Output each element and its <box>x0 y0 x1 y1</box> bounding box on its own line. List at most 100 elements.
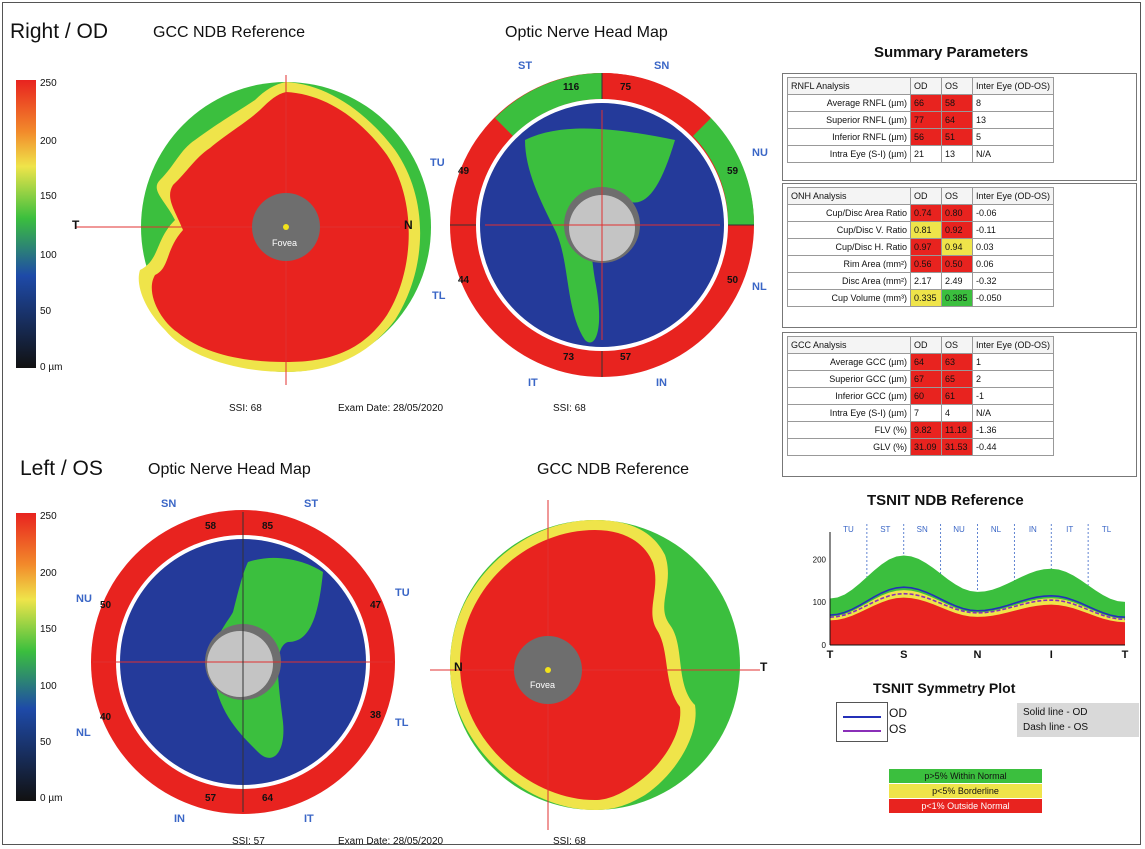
bottom-center-panel-title: GCC NDB Reference <box>537 461 690 478</box>
onh-sector-value: 64 <box>262 793 274 804</box>
colorbar-tick: 150 <box>40 624 57 635</box>
table-row: Inferior RNFL (µm) 56 51 5 <box>787 128 1055 146</box>
top-center-panel-title: Optic Nerve Head Map <box>505 24 668 41</box>
colorbar-tick: 50 <box>40 306 52 317</box>
onh-quadrant-label: TL <box>395 717 409 729</box>
onh-sector-value: 50 <box>727 275 739 286</box>
table-row: Inferior GCC (µm) 60 61 -1 <box>787 387 1055 405</box>
table-row: Rim Area (mm²) 0.56 0.50 0.06 <box>787 255 1055 273</box>
table-row: Superior RNFL (µm) 77 64 13 <box>787 111 1055 129</box>
table-row: Superior GCC (µm) 67 65 2 <box>787 370 1055 388</box>
line-style-note: Solid line - OD Dash line - OS <box>1017 703 1139 737</box>
tsnit-title: TSNIT NDB Reference <box>867 492 1024 509</box>
thickness-colorbar-top <box>16 80 36 368</box>
rnfl-box <box>782 73 1137 181</box>
tsnit-y-tick: 0 <box>822 641 827 650</box>
onh-quadrant-label: SN <box>654 60 670 72</box>
colorbar-tick: 0 µm <box>40 362 63 373</box>
colorbar-tick: 100 <box>40 681 57 692</box>
nasal-label: N <box>404 218 413 232</box>
onh-map-od <box>450 72 755 377</box>
onh-quadrant-label: IT <box>528 377 538 389</box>
onh-box <box>782 183 1137 328</box>
onh-quadrant-label: IT <box>304 813 314 825</box>
colorbar-tick: 200 <box>40 568 57 579</box>
thickness-colorbar-bottom <box>16 513 36 801</box>
tsnit-sector-label: TL <box>1102 525 1112 534</box>
onh-quadrant-label: IN <box>174 813 185 825</box>
onh-sector-value: 75 <box>620 82 632 93</box>
solid-line-note: Solid line - OD <box>1023 707 1088 718</box>
fovea-marker <box>283 224 289 230</box>
temporal-label: T <box>760 660 768 674</box>
gcc-box <box>782 332 1137 477</box>
ssi-od-onh: SSI: 68 <box>553 403 586 414</box>
fovea-label: Fovea <box>530 680 556 690</box>
colorbar-tick: 50 <box>40 737 52 748</box>
onh-sector-value: 47 <box>370 600 382 611</box>
onh-sector-value: 57 <box>620 352 632 363</box>
tsnit-os-line <box>829 592 1126 621</box>
tsnit-y-tick: 200 <box>813 555 827 564</box>
line-legend-box <box>836 702 888 742</box>
onh-quadrant-label: TU <box>430 157 445 169</box>
temporal-label: T <box>72 218 80 232</box>
onh-quadrant-label: NL <box>752 281 767 293</box>
table-row: Cup Volume (mm³) 0.335 0.385 -0.050 <box>787 289 1055 307</box>
fovea-label: Fovea <box>272 238 298 248</box>
colorbar-tick: 250 <box>40 78 57 89</box>
table-row: FLV (%) 9.82 11.18 -1.36 <box>787 421 1055 439</box>
tsnit-sector-label: ST <box>880 525 890 534</box>
onh-sector-value: 116 <box>563 82 580 93</box>
colorbar-tick: 0 µm <box>40 793 63 804</box>
onh-sector-value: 38 <box>370 710 382 721</box>
tsnit-x-tick: N <box>974 649 982 661</box>
table-row: Intra Eye (S-I) (µm) 7 4 N/A <box>787 404 1055 422</box>
onh-quadrant-label: ST <box>518 60 533 72</box>
exam-date-bottom: Exam Date: 28/05/2020 <box>338 836 444 847</box>
ssi-os-gcc: SSI: 68 <box>553 836 586 847</box>
onh-sector-value: 57 <box>205 793 217 804</box>
legend-od-label: OD <box>889 706 907 720</box>
exam-date-top: Exam Date: 28/05/2020 <box>338 403 444 414</box>
onh-quadrant-label: NU <box>752 147 768 159</box>
onh-sector-value: 58 <box>205 521 217 532</box>
tsnit-x-tick: T <box>827 649 834 661</box>
tsnit-x-tick: T <box>1122 649 1129 661</box>
ssi-od-gcc: SSI: 68 <box>229 403 262 414</box>
table-row: Disc Area (mm²) 2.17 2.49 -0.32 <box>787 272 1055 290</box>
ssi-os-onh: SSI: 57 <box>232 836 265 847</box>
table-header-row: ONH Analysis OD OS Inter Eye (OD-OS) <box>787 187 1055 205</box>
onh-sector-value: 59 <box>727 166 739 177</box>
nasal-label: N <box>454 660 463 674</box>
onh-sector-value: 73 <box>563 352 575 363</box>
tsnit-x-tick: S <box>900 649 907 661</box>
left-eye-title: Left / OS <box>20 457 103 480</box>
table-row: Intra Eye (S-I) (µm) 21 13 N/A <box>787 145 1055 163</box>
tsnit-od-line <box>829 586 1126 618</box>
onh-map-os <box>91 510 395 814</box>
right-eye-title: Right / OD <box>10 20 109 43</box>
tsnit-sector-label: NU <box>953 525 965 534</box>
legend-os-label: OS <box>889 722 907 736</box>
status-borderline: p<5% Borderline <box>889 784 1042 798</box>
tsnit-sector-label: NL <box>991 525 1002 534</box>
onh-sector-value: 50 <box>100 600 112 611</box>
onh-quadrant-label: TL <box>432 290 446 302</box>
top-left-panel-title: GCC NDB Reference <box>153 24 306 41</box>
status-outside-normal: p<1% Outside Normal <box>889 799 1042 813</box>
tsnit-y-tick: 100 <box>813 598 827 607</box>
table-row: Cup/Disc V. Ratio 0.81 0.92 -0.11 <box>787 221 1055 239</box>
tsnit-sector-label: SN <box>917 525 928 534</box>
onh-table: ONH Analysis OD OS Inter Eye (OD-OS) Cup/Di… <box>787 187 1055 307</box>
onh-sector-value: 44 <box>458 275 470 286</box>
table-row: Cup/Disc Area Ratio 0.74 0.80 -0.06 <box>787 204 1055 222</box>
colorbar-tick: 250 <box>40 511 57 522</box>
tsnit-sector-label: TU <box>843 525 854 534</box>
table-header-row: GCC Analysis OD OS Inter Eye (OD-OS) <box>787 336 1055 354</box>
onh-quadrant-label: SN <box>161 498 177 510</box>
table-row: Cup/Disc H. Ratio 0.97 0.94 0.03 <box>787 238 1055 256</box>
bottom-left-panel-title: Optic Nerve Head Map <box>148 461 311 478</box>
